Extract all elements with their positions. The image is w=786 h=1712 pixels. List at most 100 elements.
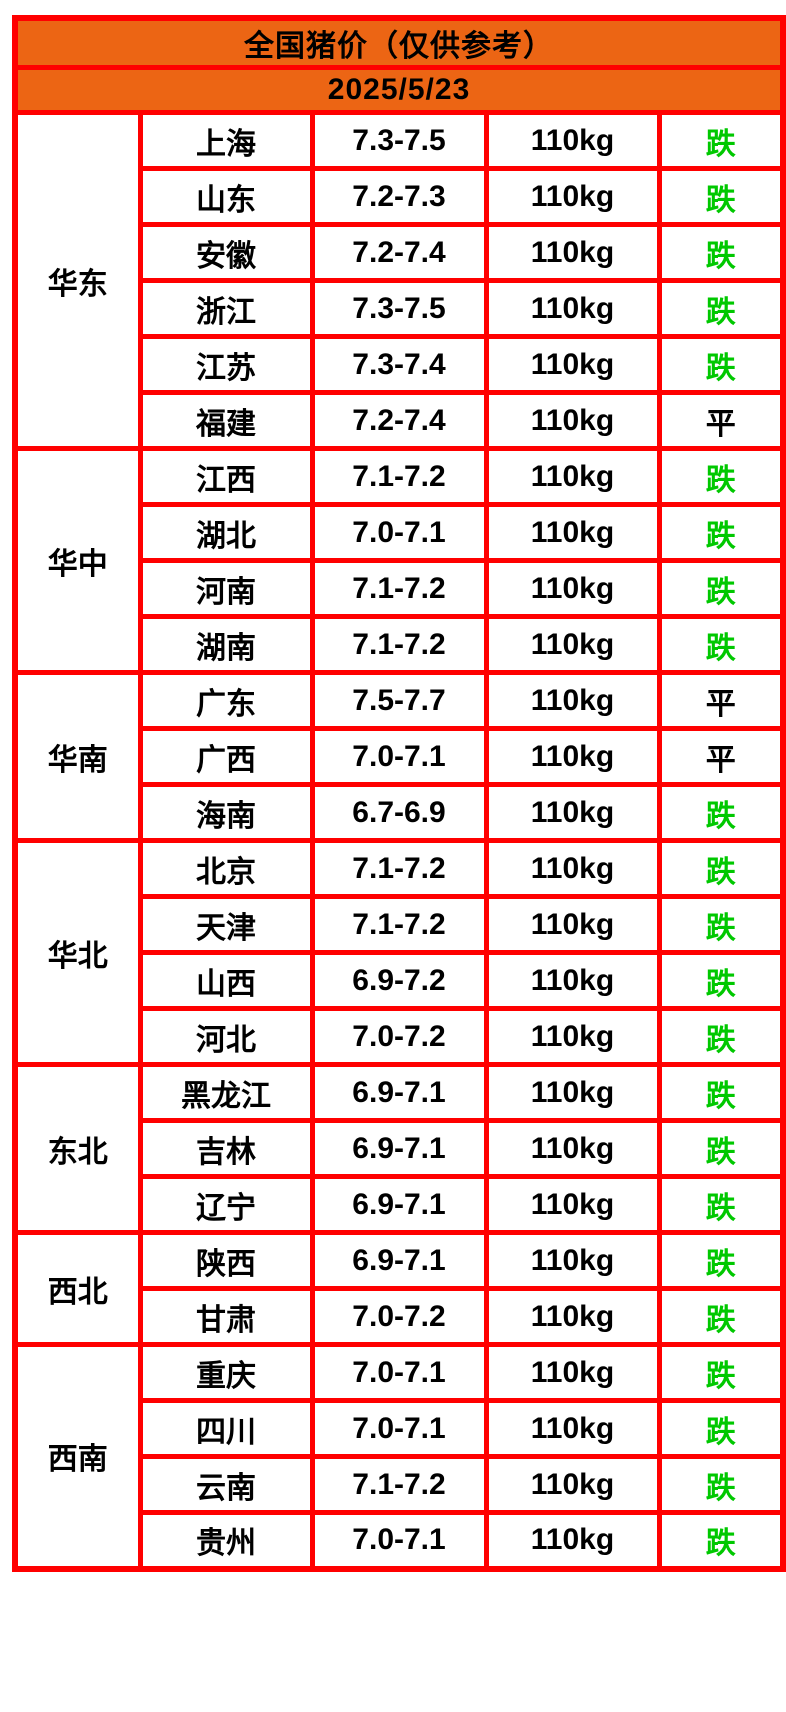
weight-cell: 110kg	[483, 1342, 662, 1403]
weight-cell: 110kg	[483, 334, 662, 395]
price-cell: 6.9-7.1	[309, 1118, 489, 1179]
weight-cell: 110kg	[483, 110, 662, 171]
table-row: 湖南 7.1-7.2 110kg 跌	[15, 614, 786, 675]
price-cell: 7.0-7.2	[309, 1006, 489, 1067]
weight-cell: 110kg	[483, 1174, 662, 1235]
weight-cell: 110kg	[483, 558, 662, 619]
trend-cell: 跌	[656, 1118, 786, 1179]
province-cell: 吉林	[137, 1118, 315, 1179]
pig-price-table: 全国猪价（仅供参考） 2025/5/23 华东 上海 7.3-7.5 110kg 跌山东…	[12, 15, 786, 1572]
table-row: 东北 黑龙江 6.9-7.1 110kg 跌	[12, 1062, 786, 1235]
trend-cell: 跌	[656, 558, 786, 619]
table-row: 河北 7.0-7.2 110kg 跌	[15, 1006, 786, 1067]
weight-cell: 110kg	[483, 950, 662, 1011]
province-cell: 浙江	[137, 278, 315, 339]
trend-cell: 跌	[656, 1398, 786, 1459]
province-cell: 河南	[137, 558, 315, 619]
trend-cell: 跌	[656, 1286, 786, 1347]
region-cell: 西北	[12, 1230, 143, 1347]
region-cell: 华东	[12, 110, 143, 451]
table-row: 云南 7.1-7.2 110kg 跌	[15, 1454, 786, 1515]
weight-cell: 110kg	[483, 502, 662, 563]
table-row: 福建 7.2-7.4 110kg 平	[15, 390, 786, 451]
weight-cell: 110kg	[483, 614, 662, 675]
province-cell: 湖南	[137, 614, 315, 675]
trend-cell: 跌	[656, 222, 786, 283]
price-cell: 7.1-7.2	[309, 614, 489, 675]
trend-cell: 跌	[656, 334, 786, 395]
trend-cell: 跌	[656, 1174, 786, 1235]
price-cell: 6.9-7.1	[309, 1230, 489, 1291]
table-row: 四川 7.0-7.1 110kg 跌	[15, 1398, 786, 1459]
price-cell: 7.0-7.1	[309, 1398, 489, 1459]
table-row: 山西 6.9-7.2 110kg 跌	[15, 950, 786, 1011]
province-cell: 黑龙江	[137, 1062, 315, 1123]
region-cell: 东北	[12, 1062, 143, 1235]
price-cell: 7.1-7.2	[309, 558, 489, 619]
weight-cell: 110kg	[483, 1286, 662, 1347]
trend-cell: 跌	[656, 446, 786, 507]
trend-cell: 跌	[656, 1062, 786, 1123]
province-cell: 上海	[137, 110, 315, 171]
price-cell: 7.0-7.1	[309, 1510, 489, 1571]
region-cell: 华南	[12, 670, 143, 843]
weight-cell: 110kg	[483, 1006, 662, 1067]
weight-cell: 110kg	[483, 894, 662, 955]
province-cell: 湖北	[137, 502, 315, 563]
trend-cell: 跌	[656, 1342, 786, 1403]
province-cell: 海南	[137, 782, 315, 843]
table-row: 辽宁 6.9-7.1 110kg 跌	[15, 1174, 786, 1235]
price-cell: 7.3-7.4	[309, 334, 489, 395]
table-date: 2025/5/23	[12, 65, 786, 115]
weight-cell: 110kg	[483, 1062, 662, 1123]
price-cell: 6.9-7.1	[309, 1174, 489, 1235]
table-row: 吉林 6.9-7.1 110kg 跌	[15, 1118, 786, 1179]
price-cell: 7.1-7.2	[309, 894, 489, 955]
province-cell: 广西	[137, 726, 315, 787]
trend-cell: 平	[656, 670, 786, 731]
province-cell: 北京	[137, 838, 315, 899]
table-row: 天津 7.1-7.2 110kg 跌	[15, 894, 786, 955]
price-cell: 6.7-6.9	[309, 782, 489, 843]
trend-cell: 跌	[656, 614, 786, 675]
trend-cell: 跌	[656, 1230, 786, 1291]
province-cell: 重庆	[137, 1342, 315, 1403]
province-cell: 天津	[137, 894, 315, 955]
weight-cell: 110kg	[483, 1454, 662, 1515]
trend-cell: 跌	[656, 166, 786, 227]
trend-cell: 跌	[656, 950, 786, 1011]
table-row: 湖北 7.0-7.1 110kg 跌	[15, 502, 786, 563]
province-cell: 贵州	[137, 1510, 315, 1571]
table-row: 广西 7.0-7.1 110kg 平	[15, 726, 786, 787]
table-row: 西北 陕西 6.9-7.1 110kg 跌	[12, 1230, 786, 1347]
table-row: 安徽 7.2-7.4 110kg 跌	[15, 222, 786, 283]
trend-cell: 跌	[656, 502, 786, 563]
table-title: 全国猪价（仅供参考）	[12, 15, 786, 70]
weight-cell: 110kg	[483, 1118, 662, 1179]
province-cell: 山东	[137, 166, 315, 227]
price-cell: 7.1-7.2	[309, 1454, 489, 1515]
price-cell: 7.5-7.7	[309, 670, 489, 731]
price-table-body: 全国猪价（仅供参考） 2025/5/23 华东 上海 7.3-7.5 110kg 跌山东…	[12, 15, 786, 1571]
price-cell: 7.1-7.2	[309, 838, 489, 899]
province-cell: 江苏	[137, 334, 315, 395]
weight-cell: 110kg	[483, 670, 662, 731]
province-cell: 河北	[137, 1006, 315, 1067]
date-row: 2025/5/23	[12, 65, 786, 115]
trend-cell: 跌	[656, 278, 786, 339]
table-row: 华南 广东 7.5-7.7 110kg 平	[12, 670, 786, 843]
table-row: 华中 江西 7.1-7.2 110kg 跌	[12, 446, 786, 675]
trend-cell: 跌	[656, 110, 786, 171]
table-row: 浙江 7.3-7.5 110kg 跌	[15, 278, 786, 339]
trend-cell: 跌	[656, 894, 786, 955]
price-cell: 6.9-7.1	[309, 1062, 489, 1123]
table-row: 贵州 7.0-7.1 110kg 跌	[15, 1510, 786, 1571]
trend-cell: 跌	[656, 782, 786, 843]
region-cell: 华中	[12, 446, 143, 675]
trend-cell: 跌	[656, 838, 786, 899]
province-cell: 四川	[137, 1398, 315, 1459]
price-cell: 7.2-7.4	[309, 390, 489, 451]
province-cell: 广东	[137, 670, 315, 731]
weight-cell: 110kg	[483, 726, 662, 787]
province-cell: 陕西	[137, 1230, 315, 1291]
